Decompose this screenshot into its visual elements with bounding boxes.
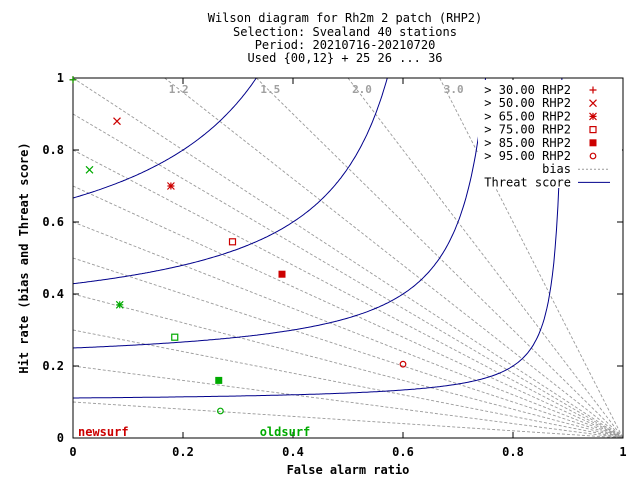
bias-label: 3.0: [444, 83, 464, 96]
plot-frame: [72, 77, 624, 439]
bias-label: 2.0: [352, 83, 372, 96]
bias-line: [73, 185, 623, 438]
bias-line: [73, 221, 623, 438]
data-point: [113, 117, 121, 126]
legend-label: bias: [542, 162, 571, 176]
bias-line: [73, 113, 623, 438]
y-tick-label: 0.4: [42, 287, 64, 301]
plot-area: [73, 78, 623, 438]
data-point: [228, 238, 237, 246]
y-tick-label: 0.2: [42, 359, 64, 373]
data-point: [278, 270, 286, 278]
series-label: oldsurf: [260, 425, 311, 439]
data-point: [171, 333, 179, 341]
data-point: [85, 165, 94, 174]
data-point: [215, 376, 223, 384]
legend-marker: [589, 112, 597, 121]
legend-label: > 85.00 RHP2: [484, 136, 571, 150]
x-tick-label: 0.6: [392, 445, 414, 459]
bias-label: 1.5: [260, 83, 280, 96]
legend-label: > 30.00 RHP2: [484, 83, 571, 97]
bias-line: [347, 78, 623, 438]
y-axis-label: Hit rate (bias and Threat score): [17, 142, 31, 373]
x-tick-label: 1: [619, 445, 626, 459]
bias-line: [73, 78, 623, 438]
bias-label: 1.2: [169, 83, 189, 96]
legend-label: > 65.00 RHP2: [484, 109, 571, 123]
x-tick-label: 0.4: [282, 445, 304, 459]
title-line-4: Used {00,12} + 25 26 ... 36: [247, 51, 442, 65]
legend-marker: [589, 139, 597, 147]
bias-line: [73, 257, 623, 438]
data-point: [115, 300, 124, 309]
x-tick-label: 0: [69, 445, 76, 459]
legend-marker: [589, 99, 597, 108]
bias-line: [73, 365, 623, 438]
legend-label: Threat score: [484, 175, 571, 189]
series-labels: newsurf oldsurf: [78, 425, 310, 439]
legend-box: [478, 80, 622, 188]
y-tick-label: 0: [57, 431, 64, 445]
legend-label: > 75.00 RHP2: [484, 123, 571, 137]
y-tick-label: 1: [57, 71, 64, 85]
axes: 0 0.2 0.4 0.6 0.8 1 0 0.2 0.4 0.6 0.8 1: [42, 71, 626, 459]
x-axis-label: False alarm ratio: [287, 463, 410, 477]
legend-marker: [589, 86, 597, 94]
bias-line: [73, 149, 623, 438]
data-point: [69, 76, 77, 84]
bias-labels: 1.2 1.5 2.0 3.0: [169, 83, 464, 96]
bias-line: [439, 78, 623, 438]
threat-score-line: [73, 78, 486, 349]
legend: > 30.00 RHP2> 50.00 RHP2> 65.00 RHP2> 75…: [478, 80, 622, 189]
series-label: newsurf: [78, 425, 129, 439]
data-point: [399, 360, 407, 368]
bias-line: [73, 401, 623, 438]
threat-score-line: [73, 78, 257, 199]
y-tick-label: 0.6: [42, 215, 64, 229]
y-tick-label: 0.8: [42, 143, 64, 157]
legend-marker: [589, 125, 597, 134]
chart-title: Wilson diagram for Rh2m 2 patch (RHP2) S…: [208, 11, 483, 65]
title-line-1: Wilson diagram for Rh2m 2 patch (RHP2): [208, 11, 483, 25]
x-tick-label: 0.8: [502, 445, 524, 459]
legend-label: > 50.00 RHP2: [484, 96, 571, 110]
title-line-2: Selection: Svealand 40 stations: [233, 25, 457, 39]
legend-marker: [589, 152, 597, 160]
data-points: [69, 76, 407, 415]
data-point: [166, 182, 175, 190]
legend-label: > 95.00 RHP2: [484, 149, 571, 163]
threat-score-line: [73, 78, 388, 285]
x-tick-label: 0.2: [172, 445, 194, 459]
threat-score-line: [73, 78, 563, 399]
title-line-3: Period: 20210716-20210720: [255, 38, 436, 52]
bias-line: [73, 329, 623, 438]
data-point: [216, 407, 224, 415]
bias-line: [164, 78, 623, 438]
bias-line: [73, 293, 623, 438]
